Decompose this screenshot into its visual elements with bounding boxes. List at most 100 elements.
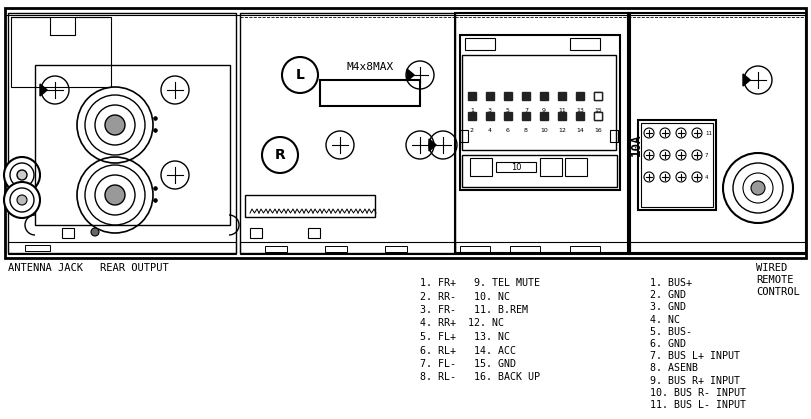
Polygon shape bbox=[429, 139, 436, 151]
Text: 3: 3 bbox=[488, 108, 492, 113]
Circle shape bbox=[105, 185, 125, 205]
Bar bbox=[460, 130, 468, 142]
Text: 3. GND: 3. GND bbox=[650, 303, 686, 313]
Bar bbox=[455, 13, 630, 253]
Circle shape bbox=[10, 163, 34, 187]
Text: 9. BUS R+ INPUT: 9. BUS R+ INPUT bbox=[650, 375, 740, 385]
Text: 5. BUS-: 5. BUS- bbox=[650, 327, 692, 337]
Bar bbox=[8, 242, 236, 254]
Text: 7. FL-   15. GND: 7. FL- 15. GND bbox=[420, 359, 516, 369]
Text: 8. RL-   16. BACK UP: 8. RL- 16. BACK UP bbox=[420, 372, 540, 383]
Bar bbox=[504, 112, 512, 120]
Bar bbox=[468, 112, 476, 120]
Bar bbox=[565, 158, 587, 176]
Bar bbox=[594, 92, 602, 100]
Bar bbox=[25, 245, 50, 251]
Text: 15: 15 bbox=[594, 108, 602, 113]
Bar bbox=[594, 112, 602, 120]
Text: 10: 10 bbox=[540, 128, 548, 133]
Bar bbox=[455, 242, 630, 254]
Bar bbox=[240, 13, 455, 253]
Bar bbox=[460, 35, 620, 190]
Text: 1. BUS+: 1. BUS+ bbox=[650, 278, 692, 288]
Text: 4. RR+  12. NC: 4. RR+ 12. NC bbox=[420, 318, 504, 328]
Text: 6. RL+   14. ACC: 6. RL+ 14. ACC bbox=[420, 346, 516, 355]
Bar bbox=[522, 92, 530, 100]
Text: 1. FR+   9. TEL MUTE: 1. FR+ 9. TEL MUTE bbox=[420, 278, 540, 288]
Text: 7: 7 bbox=[705, 153, 709, 158]
Bar bbox=[62, 228, 74, 238]
Bar bbox=[638, 120, 716, 210]
Bar bbox=[250, 228, 262, 238]
Circle shape bbox=[4, 182, 40, 218]
Bar bbox=[308, 228, 320, 238]
Circle shape bbox=[10, 188, 34, 212]
Bar bbox=[576, 112, 584, 120]
Text: 7. BUS L+ INPUT: 7. BUS L+ INPUT bbox=[650, 351, 740, 361]
Bar bbox=[540, 112, 548, 120]
Text: ANTENNA JACK: ANTENNA JACK bbox=[8, 263, 83, 273]
Polygon shape bbox=[407, 69, 414, 81]
Bar bbox=[11, 17, 111, 87]
Bar bbox=[245, 195, 375, 217]
Text: 10. BUS R- INPUT: 10. BUS R- INPUT bbox=[650, 388, 746, 398]
Bar bbox=[522, 112, 530, 120]
Bar bbox=[594, 92, 602, 100]
Bar bbox=[558, 92, 566, 100]
Bar bbox=[486, 112, 494, 120]
Bar bbox=[641, 123, 713, 207]
Bar bbox=[628, 242, 806, 254]
Polygon shape bbox=[40, 84, 47, 96]
Text: 4: 4 bbox=[488, 128, 492, 133]
Text: L: L bbox=[295, 68, 304, 82]
Bar bbox=[462, 155, 617, 187]
Circle shape bbox=[105, 115, 125, 135]
Bar bbox=[8, 13, 236, 253]
Bar bbox=[486, 92, 494, 100]
Circle shape bbox=[17, 170, 27, 180]
Text: 2. RR-   10. NC: 2. RR- 10. NC bbox=[420, 292, 510, 302]
Text: 4. NC: 4. NC bbox=[650, 315, 680, 325]
Bar bbox=[576, 92, 584, 100]
Bar bbox=[5, 8, 806, 258]
Text: 10: 10 bbox=[511, 163, 521, 171]
Bar bbox=[504, 92, 512, 100]
Text: 12: 12 bbox=[558, 128, 566, 133]
Text: 13: 13 bbox=[576, 108, 584, 113]
Text: 2: 2 bbox=[470, 128, 474, 133]
Text: 2. GND: 2. GND bbox=[650, 290, 686, 300]
Bar bbox=[240, 242, 455, 254]
Text: 1: 1 bbox=[470, 108, 474, 113]
Text: 11: 11 bbox=[705, 130, 712, 135]
Bar bbox=[460, 246, 490, 252]
Text: 9: 9 bbox=[542, 108, 546, 113]
Bar bbox=[325, 246, 347, 252]
Bar bbox=[510, 246, 540, 252]
Bar bbox=[320, 80, 420, 106]
Bar bbox=[462, 55, 616, 150]
Text: 6. GND: 6. GND bbox=[650, 339, 686, 349]
Bar bbox=[470, 158, 492, 176]
Bar bbox=[628, 13, 806, 253]
Bar bbox=[570, 38, 600, 50]
Bar bbox=[265, 246, 287, 252]
Bar bbox=[465, 38, 495, 50]
Text: 8. ASENB: 8. ASENB bbox=[650, 363, 698, 373]
Text: R: R bbox=[275, 148, 285, 162]
Bar bbox=[594, 112, 602, 120]
Bar bbox=[496, 162, 536, 172]
Text: 6: 6 bbox=[506, 128, 510, 133]
Text: M4x8MAX: M4x8MAX bbox=[346, 62, 393, 72]
Text: 3. FR-   11. B.REM: 3. FR- 11. B.REM bbox=[420, 305, 528, 315]
Text: 16: 16 bbox=[594, 128, 602, 133]
Circle shape bbox=[751, 181, 765, 195]
Text: 11. BUS L- INPUT: 11. BUS L- INPUT bbox=[650, 400, 746, 410]
Text: REMOTE: REMOTE bbox=[756, 275, 793, 285]
Bar bbox=[540, 92, 548, 100]
Text: 7: 7 bbox=[524, 108, 528, 113]
Text: 5. FL+   13. NC: 5. FL+ 13. NC bbox=[420, 332, 510, 342]
Text: 11: 11 bbox=[558, 108, 566, 113]
Bar bbox=[610, 130, 618, 142]
Bar bbox=[468, 92, 476, 100]
Circle shape bbox=[4, 157, 40, 193]
